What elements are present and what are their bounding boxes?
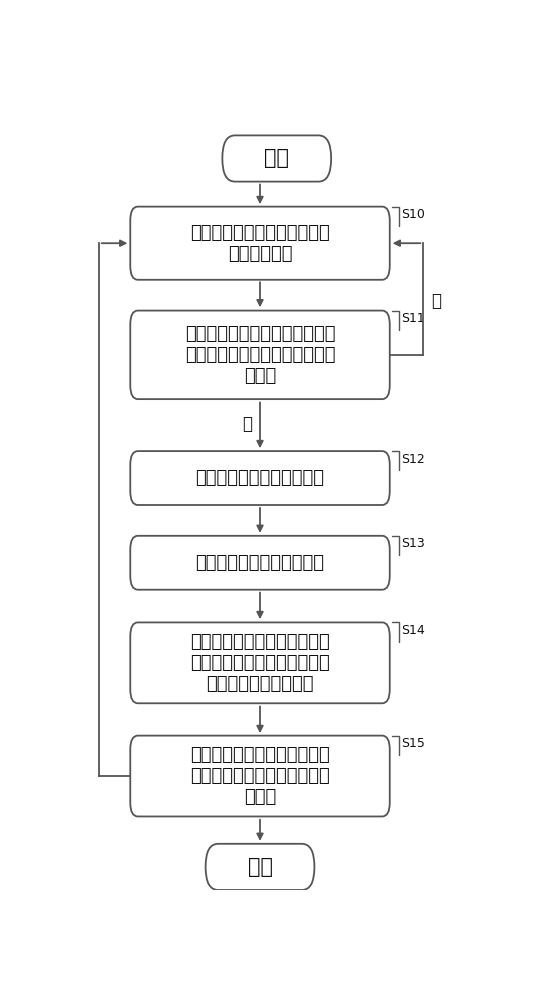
- Text: S14: S14: [401, 624, 425, 637]
- FancyBboxPatch shape: [130, 536, 390, 590]
- FancyBboxPatch shape: [130, 736, 390, 816]
- Text: S12: S12: [401, 453, 425, 466]
- Text: S15: S15: [401, 737, 426, 750]
- FancyBboxPatch shape: [130, 451, 390, 505]
- Text: 将待修复文件的数据对象与原
始文件的数据对象进行比对并
确定待修复的数据对象: 将待修复文件的数据对象与原 始文件的数据对象进行比对并 确定待修复的数据对象: [190, 633, 330, 693]
- Text: 根据原始文件的数据对象的副
本数据将待修复的数据对象进
行修复: 根据原始文件的数据对象的副 本数据将待修复的数据对象进 行修复: [190, 746, 330, 806]
- Text: 结束: 结束: [247, 857, 273, 877]
- FancyBboxPatch shape: [130, 622, 390, 703]
- Text: 否: 否: [242, 415, 253, 433]
- Text: S13: S13: [401, 537, 425, 550]
- Text: S11: S11: [401, 312, 425, 325]
- Text: 获取当前文件以及当前文件对
应的原始文件: 获取当前文件以及当前文件对 应的原始文件: [190, 224, 330, 263]
- FancyBboxPatch shape: [222, 135, 331, 182]
- FancyBboxPatch shape: [130, 207, 390, 280]
- Text: 获取待修复文件的数据对象: 获取待修复文件的数据对象: [195, 554, 325, 572]
- Text: 开始: 开始: [264, 148, 289, 168]
- FancyBboxPatch shape: [206, 844, 314, 890]
- Text: 将当前文件与原始文件进行比对
以便确定当前文件与原始文件是
否一致: 将当前文件与原始文件进行比对 以便确定当前文件与原始文件是 否一致: [185, 325, 335, 385]
- Text: 确定当前文件为待修复文件: 确定当前文件为待修复文件: [195, 469, 325, 487]
- Text: S10: S10: [401, 208, 426, 221]
- Text: 是: 是: [431, 292, 441, 310]
- FancyBboxPatch shape: [130, 311, 390, 399]
